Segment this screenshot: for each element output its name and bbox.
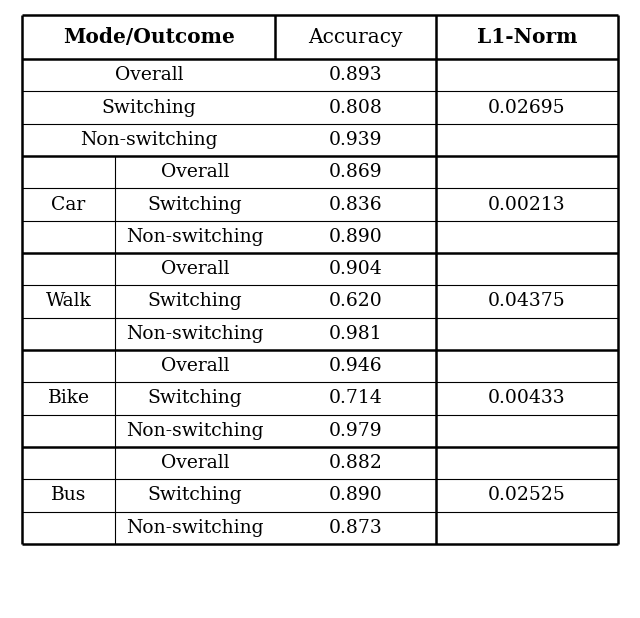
Text: Overall: Overall <box>161 260 229 278</box>
Text: Switching: Switching <box>148 389 243 407</box>
Text: 0.02525: 0.02525 <box>488 486 566 504</box>
Text: 0.939: 0.939 <box>329 131 383 149</box>
Text: Non-switching: Non-switching <box>80 131 218 149</box>
Text: Bus: Bus <box>51 486 86 504</box>
Text: Car: Car <box>51 195 86 214</box>
Text: Overall: Overall <box>161 454 229 472</box>
Text: Mode/Outcome: Mode/Outcome <box>63 27 235 48</box>
Text: 0.873: 0.873 <box>329 519 383 536</box>
Text: Overall: Overall <box>115 66 183 84</box>
Text: 0.981: 0.981 <box>329 325 383 343</box>
Text: Non-switching: Non-switching <box>126 228 264 246</box>
Text: Accuracy: Accuracy <box>308 28 403 47</box>
Text: 0.620: 0.620 <box>329 292 383 310</box>
Text: Switching: Switching <box>148 195 243 214</box>
Text: 0.890: 0.890 <box>329 228 383 246</box>
Text: Switching: Switching <box>102 99 196 117</box>
Text: 0.882: 0.882 <box>329 454 383 472</box>
Text: L1-Norm: L1-Norm <box>477 27 577 48</box>
Text: Switching: Switching <box>148 486 243 504</box>
Text: Non-switching: Non-switching <box>126 421 264 440</box>
Text: Walk: Walk <box>45 292 92 310</box>
Text: Switching: Switching <box>148 292 243 310</box>
Text: 0.979: 0.979 <box>329 421 383 440</box>
Text: 0.00213: 0.00213 <box>488 195 566 214</box>
Text: Overall: Overall <box>161 357 229 375</box>
Text: 0.904: 0.904 <box>329 260 383 278</box>
Text: 0.869: 0.869 <box>329 163 383 181</box>
Text: 0.04375: 0.04375 <box>488 292 566 310</box>
Text: 0.890: 0.890 <box>329 486 383 504</box>
Text: Non-switching: Non-switching <box>126 519 264 536</box>
Text: 0.836: 0.836 <box>329 195 383 214</box>
Text: 0.00433: 0.00433 <box>488 389 566 407</box>
Text: 0.808: 0.808 <box>329 99 383 117</box>
Text: 0.946: 0.946 <box>329 357 383 375</box>
Text: 0.02695: 0.02695 <box>488 99 566 117</box>
Text: Overall: Overall <box>161 163 229 181</box>
Text: 0.893: 0.893 <box>329 66 383 84</box>
Text: Bike: Bike <box>47 389 90 407</box>
Text: Non-switching: Non-switching <box>126 325 264 343</box>
Text: 0.714: 0.714 <box>329 389 383 407</box>
